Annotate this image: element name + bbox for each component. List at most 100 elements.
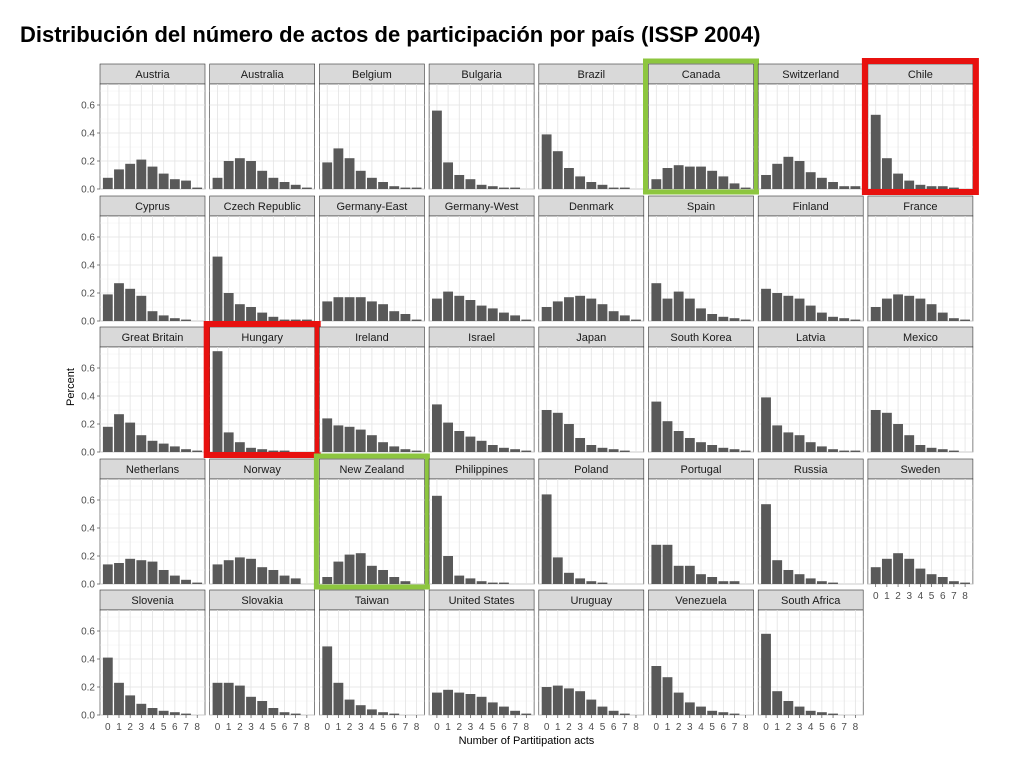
bar: [805, 710, 816, 715]
y-tick-label: 0.4: [81, 392, 95, 403]
facet-panel: Philippines: [428, 458, 535, 585]
bar: [344, 158, 355, 189]
bar: [619, 450, 630, 452]
facet-panel: Slovenia 0.0 0.2 0.4 0.6 0 1 2 3 4 5 6 7 8: [81, 589, 206, 733]
y-axis-title: Percent: [65, 368, 77, 406]
bar: [794, 706, 805, 715]
bar: [476, 305, 487, 321]
bar: [960, 582, 970, 584]
facet-panel: Uruguay 0 1 2 3 4 5 6 7 8: [538, 589, 645, 733]
bar: [761, 633, 771, 715]
x-tick-label: 8: [633, 722, 639, 733]
bar: [608, 187, 619, 189]
facet-panel: Spain: [648, 195, 754, 322]
bar: [443, 689, 454, 715]
bar: [915, 184, 926, 189]
bar: [125, 163, 136, 189]
bar: [400, 449, 411, 452]
bar: [257, 449, 268, 452]
bar: [684, 438, 695, 452]
bar: [850, 319, 861, 321]
bar: [718, 447, 729, 452]
bar: [257, 701, 268, 715]
bar: [432, 495, 442, 584]
y-tick-label: 0.0: [81, 580, 95, 591]
x-tick-label: 0: [215, 722, 221, 733]
facet-strip-label: Bulgaria: [461, 69, 502, 81]
bar: [246, 307, 256, 321]
bar: [246, 696, 256, 715]
y-tick-label: 0.6: [81, 627, 95, 638]
x-tick-label: 6: [940, 591, 946, 602]
bar: [575, 295, 586, 321]
bar: [432, 404, 442, 452]
y-tick-label: 0.4: [81, 129, 95, 140]
bar: [772, 163, 783, 189]
y-tick-label: 0.6: [81, 364, 95, 375]
bar: [147, 311, 158, 321]
bar: [344, 554, 355, 584]
facet-panel: South Africa 0 1 2 3 4 5 6 7 8: [757, 589, 864, 733]
bar: [696, 706, 706, 715]
x-tick-label: 1: [445, 722, 451, 733]
facet-panel: Portugal: [648, 458, 754, 585]
x-tick-label: 6: [391, 722, 397, 733]
bar: [948, 581, 959, 584]
bar: [476, 184, 487, 189]
bar: [268, 570, 279, 584]
bar: [586, 182, 597, 189]
bar: [389, 577, 400, 584]
facet-panel: Switzerland: [757, 63, 864, 190]
bar: [828, 582, 838, 584]
bar: [772, 691, 783, 715]
x-tick-label: 4: [150, 722, 156, 733]
bar: [881, 412, 892, 452]
bar: [816, 446, 827, 452]
bar: [696, 442, 706, 452]
bar: [344, 297, 355, 321]
bar: [521, 713, 532, 715]
bar: [696, 166, 706, 189]
bar: [783, 701, 794, 715]
bar: [772, 560, 783, 584]
bar: [102, 294, 113, 321]
facet-strip-label: United States: [449, 595, 516, 607]
bar: [608, 311, 619, 321]
facet-strip-label: Belgium: [352, 69, 392, 81]
bar: [212, 564, 223, 584]
facet-strip-label: Norway: [244, 464, 282, 476]
bar: [881, 298, 892, 321]
bar: [937, 186, 948, 189]
bar: [136, 703, 147, 715]
facet-strip-label: Poland: [574, 464, 608, 476]
bar: [465, 300, 476, 321]
bar: [586, 298, 597, 321]
bar: [301, 187, 312, 189]
facet-strip-label: Austria: [135, 69, 170, 81]
bar: [125, 422, 136, 452]
bar: [192, 187, 203, 189]
bar: [794, 298, 805, 321]
bar: [662, 544, 673, 584]
bar: [783, 570, 794, 584]
x-tick-label: 8: [194, 722, 200, 733]
bar: [389, 186, 400, 189]
bar: [870, 307, 881, 321]
bar: [597, 582, 608, 584]
highlight-frame-red: [861, 58, 979, 195]
bar: [729, 449, 740, 452]
bar: [476, 440, 487, 452]
facet-panel: Russia: [757, 458, 864, 585]
bar: [783, 156, 794, 189]
bar: [794, 161, 805, 189]
bar: [541, 307, 552, 321]
bar: [740, 450, 751, 452]
facet-panel: Norway: [209, 458, 315, 585]
bar: [454, 431, 465, 452]
bar: [378, 182, 388, 189]
bar: [102, 657, 113, 715]
y-tick-label: 0.0: [81, 185, 95, 196]
y-tick-label: 0.4: [81, 524, 95, 535]
x-tick-label: 5: [490, 722, 496, 733]
facet-panel: Great Britain 0.0 0.2 0.4 0.6: [81, 326, 206, 459]
